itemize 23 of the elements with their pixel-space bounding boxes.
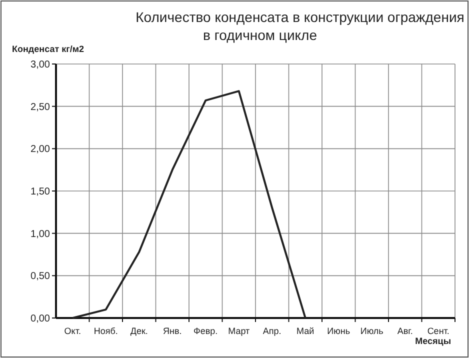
x-tick-label: Дек. (130, 326, 148, 336)
x-axis-title: Месяцы (415, 336, 452, 346)
x-tick-label: Авг. (397, 326, 413, 336)
y-axis-title: Конденсат кг/м2 (12, 44, 84, 54)
y-tick-label: 1,00 (30, 228, 50, 240)
y-tick-label: 2,00 (30, 144, 50, 156)
x-tick-label: Февр. (194, 326, 218, 336)
x-tick-label: Нояб. (94, 326, 118, 336)
x-tick-label: Июль (360, 326, 384, 336)
line-series (72, 90, 306, 319)
x-tick-label: Апр. (262, 326, 282, 336)
x-tick-label: Май (296, 326, 314, 336)
x-tick-label: Янв. (162, 326, 182, 336)
y-tick-label: 0,50 (30, 271, 50, 282)
y-tick-label: 3,00 (30, 60, 50, 70)
y-tick-label: 0,00 (30, 314, 50, 324)
x-tick-label: Март (228, 326, 250, 336)
x-tick-label: Окт. (64, 326, 81, 336)
chart-title: Количество конденсата в конструкции ограждения в годичном цикле (136, 9, 464, 43)
x-tick-label: Сент. (427, 326, 450, 336)
x-tick-label: Июнь (327, 326, 350, 336)
y-tick-label: 1,50 (30, 186, 50, 198)
y-tick-label: 2,50 (30, 102, 50, 113)
